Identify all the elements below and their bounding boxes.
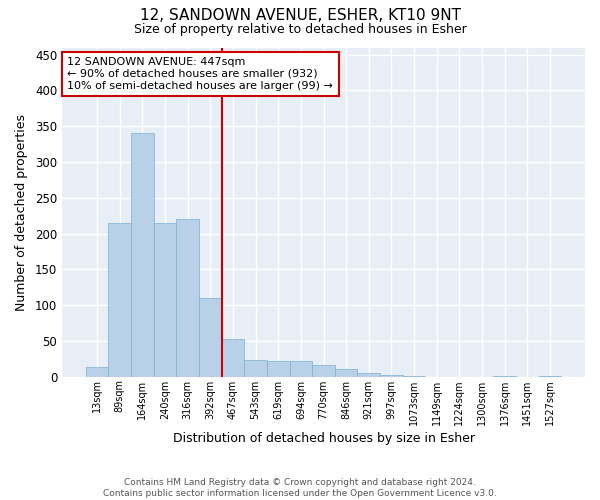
- Text: 12, SANDOWN AVENUE, ESHER, KT10 9NT: 12, SANDOWN AVENUE, ESHER, KT10 9NT: [139, 8, 461, 22]
- Y-axis label: Number of detached properties: Number of detached properties: [15, 114, 28, 310]
- Text: Contains HM Land Registry data © Crown copyright and database right 2024.
Contai: Contains HM Land Registry data © Crown c…: [103, 478, 497, 498]
- X-axis label: Distribution of detached houses by size in Esher: Distribution of detached houses by size …: [173, 432, 475, 445]
- Bar: [312, 365, 335, 376]
- Bar: [199, 298, 221, 376]
- Bar: [358, 373, 380, 376]
- Bar: [221, 340, 244, 376]
- Bar: [154, 223, 176, 376]
- Bar: [176, 219, 199, 376]
- Bar: [244, 360, 267, 376]
- Bar: [290, 361, 312, 376]
- Bar: [335, 369, 358, 376]
- Text: Size of property relative to detached houses in Esher: Size of property relative to detached ho…: [134, 22, 466, 36]
- Bar: [131, 134, 154, 376]
- Text: 12 SANDOWN AVENUE: 447sqm
← 90% of detached houses are smaller (932)
10% of semi: 12 SANDOWN AVENUE: 447sqm ← 90% of detac…: [67, 58, 333, 90]
- Bar: [109, 223, 131, 376]
- Bar: [380, 375, 403, 376]
- Bar: [86, 368, 109, 376]
- Bar: [267, 361, 290, 376]
